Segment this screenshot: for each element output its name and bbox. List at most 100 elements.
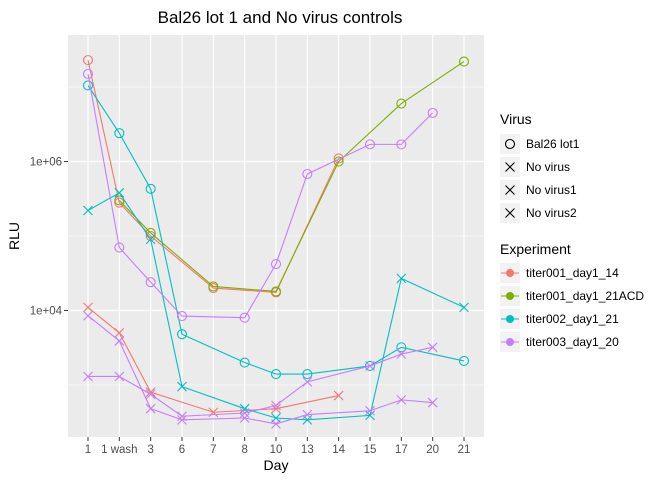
- x-icon: [505, 162, 515, 172]
- legend-experiment-item: titer002_day1_21: [500, 309, 619, 329]
- legend-experiment-item: titer001_day1_14: [500, 263, 619, 283]
- data-point-x: [177, 414, 187, 425]
- series-line: [88, 346, 433, 417]
- data-point-x: [333, 390, 344, 401]
- legend-virus-label: No virus1: [526, 183, 577, 197]
- data-point-circle: [176, 311, 188, 322]
- x-tick-label: 7: [210, 444, 216, 456]
- data-point-x: [365, 410, 375, 421]
- series-line: [87, 315, 433, 425]
- x-axis-title: Day: [264, 457, 289, 473]
- legend-virus: Virus Bal26 lot1 No virus No virus1 No virus…: [500, 111, 580, 223]
- x-tick-label: 21: [458, 444, 471, 456]
- data-point-circle: [176, 329, 188, 340]
- data-point-x: [396, 395, 407, 405]
- series-line: [87, 306, 339, 413]
- circle-icon: [504, 138, 516, 150]
- data-point-x: [396, 349, 407, 359]
- data-point-circle: [270, 369, 282, 380]
- data-point-circle: [364, 360, 376, 371]
- data-point-circle: [333, 153, 344, 164]
- legend-dot-icon: [506, 292, 514, 300]
- series-line: [87, 192, 465, 421]
- x-tick-label: 15: [364, 444, 377, 456]
- data-point-x: [302, 409, 313, 420]
- data-point-x: [302, 376, 313, 387]
- legend-virus-label: No virus: [526, 160, 570, 174]
- grid-major: [68, 35, 484, 437]
- data-point-circle: [82, 55, 94, 66]
- legend-virus-item: No virus1: [500, 180, 577, 200]
- data-point-x: [427, 397, 438, 408]
- data-point-x: [239, 413, 250, 423]
- data-point-circle: [396, 98, 407, 109]
- data-point-circle: [239, 357, 250, 368]
- data-point-x: [239, 403, 250, 414]
- x-icon: [505, 185, 515, 195]
- x-tick-label: 1 wash: [101, 444, 137, 456]
- series-titer001_day1_14-no-virus: [83, 302, 344, 418]
- x-tick-label: 10: [270, 444, 283, 456]
- data-point-x: [365, 361, 375, 371]
- legend-virus-item: No virus2: [500, 203, 577, 223]
- data-point-x: [114, 187, 125, 198]
- x-tick-label: 3: [147, 444, 153, 456]
- y-axis-title: RLU: [6, 222, 22, 250]
- data-point-x: [396, 273, 407, 284]
- series-titer003_day1_20-no-virus1: [83, 310, 438, 429]
- x-tick-label: 14: [332, 444, 345, 456]
- data-point-x: [145, 403, 156, 414]
- data-point-x: [177, 381, 187, 392]
- y-tick-label: 1e+04: [30, 305, 63, 317]
- data-point-x: [145, 389, 156, 400]
- legend-experiment: Experiment titer001_day1_14 titer001_day1_…: [500, 241, 644, 352]
- series-line: [87, 73, 434, 319]
- y-tick-label: 1e+06: [30, 157, 62, 169]
- data-point-circle: [145, 183, 156, 194]
- legend-experiment-label: titer001_day1_14: [526, 266, 619, 280]
- x-tick-label: 13: [301, 444, 314, 456]
- x-tick-label: 6: [179, 444, 185, 456]
- legend-key: [500, 134, 520, 154]
- data-point-circle: [145, 277, 156, 288]
- data-point-x: [114, 336, 125, 346]
- x-tick-label: 8: [241, 444, 247, 456]
- data-point-circle: [114, 242, 125, 253]
- axes: 1 1 wash 3 6 7 8 10 13 14 15 17 20 21 1e+06 1e+04: [30, 157, 471, 456]
- data-point-circle: [82, 80, 94, 91]
- x-tick-label: 20: [426, 444, 439, 456]
- data-point-x: [177, 411, 187, 422]
- data-point-circle: [458, 56, 470, 67]
- data-point-x: [239, 408, 250, 418]
- data-point-x: [427, 342, 438, 353]
- data-point-circle: [82, 68, 94, 79]
- data-point-circle: [208, 281, 219, 292]
- data-point-circle: [302, 369, 313, 380]
- legend-virus-label: Bal26 lot1: [526, 137, 580, 151]
- legend-experiment-item: titer003_day1_20: [500, 332, 619, 352]
- data-point-circle: [114, 128, 125, 139]
- legend-virus-label: No virus2: [526, 206, 577, 220]
- x-icon: [505, 208, 515, 218]
- data-point-x: [145, 387, 156, 398]
- legend-dot-icon: [506, 315, 514, 323]
- series-layer: [82, 55, 470, 429]
- legend-experiment-label: titer002_day1_21: [526, 312, 619, 326]
- legend-dot-icon: [506, 269, 514, 277]
- data-point-x: [114, 371, 125, 382]
- data-point-x: [83, 205, 93, 216]
- legend-virus-title: Virus: [500, 111, 532, 127]
- data-point-circle: [239, 312, 250, 323]
- series-titer002_day1_21-bal26-lot1: [82, 80, 470, 380]
- legend-experiment-label: titer001_day1_21ACD: [526, 289, 644, 303]
- data-point-circle: [270, 259, 282, 270]
- chart-title: Bal26 lot 1 and No virus controls: [158, 8, 403, 27]
- data-point-circle: [396, 342, 407, 353]
- legend-virus-item: Bal26 lot1: [500, 134, 580, 154]
- data-point-x: [271, 418, 281, 429]
- series-line: [118, 61, 465, 293]
- data-point-x: [365, 405, 375, 416]
- data-point-circle: [364, 139, 376, 150]
- series-titer003_day1_20-no-virus2: [83, 342, 438, 422]
